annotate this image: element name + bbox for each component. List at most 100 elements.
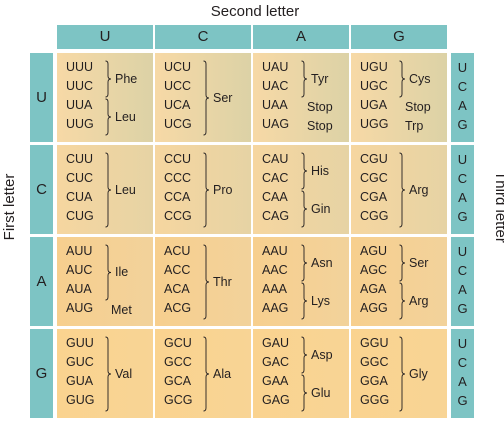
codon: ACA: [164, 282, 190, 296]
bracket: [399, 152, 406, 228]
amino-acid-label: Arg: [409, 293, 429, 308]
codon: UAA: [262, 98, 288, 112]
codon-cell-uc: UCU UCC UCA UCG Ser: [155, 53, 251, 142]
first-letter-header-u: U: [30, 53, 53, 142]
amino-acid-label: Phe: [115, 71, 138, 86]
codon: CGA: [360, 190, 388, 204]
bracket: [105, 336, 112, 412]
bracket: [301, 190, 308, 228]
codon: CAU: [262, 152, 289, 166]
codon-cell-ua: UAU UAC UAA UAG Tyr Stop Stop: [253, 53, 349, 142]
codon: GGA: [360, 374, 388, 388]
codon: UAC: [262, 79, 289, 93]
codon: ACC: [164, 263, 191, 277]
codon: UUA: [66, 98, 93, 112]
amino-acid-label: Leu: [115, 182, 136, 197]
codon: CUC: [66, 171, 94, 185]
codon: CCA: [164, 190, 191, 204]
bracket: [203, 336, 210, 412]
codon: AUU: [66, 244, 93, 258]
bracket: [105, 98, 112, 136]
bracket: [203, 60, 210, 136]
codon: CAC: [262, 171, 289, 185]
third-letter-g: G: [457, 393, 468, 408]
codon: GUA: [66, 374, 94, 388]
third-letter-a: A: [458, 98, 467, 113]
codon: CCG: [164, 209, 192, 223]
codon: GUC: [66, 355, 94, 369]
codon-cell-ga: GAU GAC GAA GAG Asp Glu: [253, 329, 349, 418]
amino-acid-label: Met: [111, 303, 132, 317]
codon: AGU: [360, 244, 388, 258]
third-letter-a: A: [458, 374, 467, 389]
codon-cell-gu: GUU GUC GUA GUG Val: [57, 329, 153, 418]
bracket: [203, 244, 210, 320]
third-letter-c: C: [457, 355, 468, 370]
codon: CGU: [360, 152, 388, 166]
amino-acid-label: Thr: [213, 274, 232, 289]
codon: GUU: [66, 336, 94, 350]
third-letter-c: C: [457, 263, 468, 278]
first-letter-header-a: A: [30, 237, 53, 326]
amino-acid-label: Asp: [311, 347, 333, 362]
bracket: [105, 60, 112, 98]
amino-acid-label: Stop: [307, 100, 333, 114]
codon: UCU: [164, 60, 192, 74]
second-letter-header-a: A: [253, 25, 349, 49]
third-letter-u: U: [457, 152, 468, 167]
third-letter-c: C: [457, 79, 468, 94]
codon: CAA: [262, 190, 288, 204]
codon: AAA: [262, 282, 288, 296]
third-letter-u: U: [457, 244, 468, 259]
bracket: [301, 336, 308, 374]
bracket: [203, 152, 210, 228]
codon: UCC: [164, 79, 192, 93]
bracket: [301, 374, 308, 412]
codon: GGG: [360, 393, 390, 407]
codon-cell-cc: CCU CCC CCA CCG Pro: [155, 145, 251, 234]
codon: UAG: [262, 117, 290, 131]
codon: GCC: [164, 355, 192, 369]
codon: AUG: [66, 301, 94, 315]
bracket: [105, 152, 112, 228]
amino-acid-label: Lys: [311, 293, 330, 308]
codon: GCG: [164, 393, 193, 407]
codon: CUU: [66, 152, 94, 166]
bracket: [301, 244, 308, 282]
amino-acid-label: Cys: [409, 71, 431, 86]
codon-cell-cu: CUU CUC CUA CUG Leu: [57, 145, 153, 234]
codon: UCA: [164, 98, 191, 112]
codon: CAG: [262, 209, 290, 223]
amino-acid-label: Arg: [409, 182, 429, 197]
codon: UCG: [164, 117, 192, 131]
third-letter-g: G: [457, 301, 468, 316]
codon: GUG: [66, 393, 95, 407]
codon: UGA: [360, 98, 388, 112]
bracket: [399, 244, 406, 282]
codon-cell-ug: UGU UGC UGA UGG Cys Stop Trp: [351, 53, 447, 142]
amino-acid-label: Stop: [405, 100, 431, 114]
amino-acid-label: Val: [115, 366, 133, 381]
codon-cell-au: AUU AUC AUA AUG Ile Met: [57, 237, 153, 326]
codon: AAG: [262, 301, 289, 315]
amino-acid-label: Pro: [213, 182, 233, 197]
codon: GCA: [164, 374, 192, 388]
second-letter-title: Second letter: [210, 3, 300, 20]
codon: ACU: [164, 244, 191, 258]
third-letter-title: Third letter: [492, 171, 504, 243]
codon-cell-gc: GCU GCC GCA GCG Ala: [155, 329, 251, 418]
bracket: [399, 336, 406, 412]
codon-cell-gg: GGU GGC GGA GGG Gly: [351, 329, 447, 418]
codon: GAU: [262, 336, 290, 350]
codon: ACG: [164, 301, 192, 315]
amino-acid-label: Gin: [311, 201, 331, 216]
codon-cell-cg: CGU CGC CGA CGG Arg: [351, 145, 447, 234]
codon: UGC: [360, 79, 388, 93]
third-letter-c: C: [457, 171, 468, 186]
amino-acid-label: Asn: [311, 255, 333, 270]
codon: CCC: [164, 171, 192, 185]
amino-acid-label: His: [311, 163, 330, 178]
bracket: [301, 282, 308, 320]
third-letter-u: U: [457, 336, 468, 351]
codon: UGU: [360, 60, 388, 74]
